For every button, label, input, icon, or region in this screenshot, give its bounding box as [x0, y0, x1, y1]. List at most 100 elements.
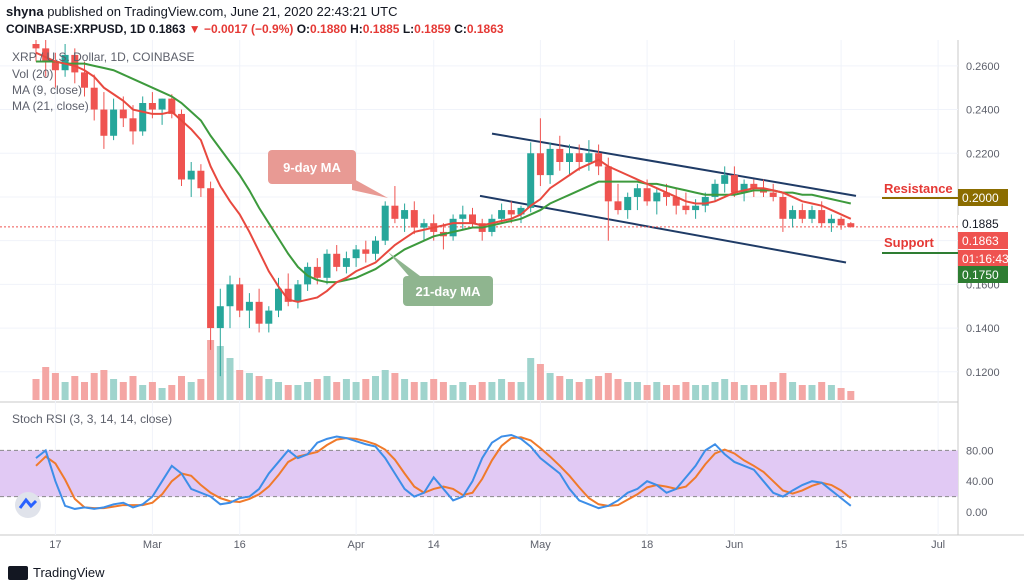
- volume-bar: [789, 382, 797, 400]
- candle-body: [546, 148, 554, 176]
- candle-body: [265, 310, 273, 324]
- legend-ma9: MA (9, close): [12, 83, 82, 97]
- publisher-name[interactable]: shyna: [6, 4, 44, 19]
- last-price-badge: [958, 232, 1008, 249]
- candle-body: [653, 192, 661, 202]
- volume-bar: [614, 379, 622, 400]
- candle-body: [769, 192, 777, 197]
- volume-bar: [372, 376, 379, 400]
- rsi-overbought-oversold-band: [0, 450, 958, 497]
- volume-bar: [672, 385, 680, 400]
- volume-bar: [730, 382, 738, 400]
- volume-bar: [61, 382, 69, 400]
- price-chart[interactable]: 0.26000.24000.22000.20000.18000.16000.14…: [0, 40, 1024, 560]
- volume-bar: [430, 379, 438, 400]
- time-tick-label: May: [530, 539, 551, 551]
- channel-lower-line: [479, 194, 847, 264]
- volume-bar: [158, 388, 166, 400]
- candle-body: [255, 301, 263, 324]
- volume-bar: [168, 385, 176, 400]
- stoch-d-line: [35, 436, 852, 510]
- candle-body: [207, 188, 215, 329]
- volume-bar: [701, 385, 709, 400]
- close-label: C:: [454, 22, 467, 36]
- ma9-annotation-text: 9-day MA: [283, 160, 341, 175]
- volume-bar: [148, 382, 156, 400]
- candle-body: [808, 210, 816, 219]
- candle-body: [381, 205, 389, 241]
- ma21-annotation-text: 21-day MA: [415, 284, 481, 299]
- volume-bar: [32, 379, 40, 400]
- volume-bar: [226, 358, 234, 400]
- tradingview-logo[interactable]: TradingView: [8, 565, 105, 580]
- price-pane[interactable]: [0, 40, 958, 402]
- volume-bar: [595, 376, 603, 400]
- volume-bar: [81, 382, 88, 400]
- candle-body: [32, 44, 40, 49]
- volume-bar: [769, 382, 777, 400]
- time-axis[interactable]: 17 Mar 16 Apr 14 May 18 Jun 15 Jul: [49, 539, 945, 551]
- volume-bar: [507, 382, 515, 400]
- volume-bar: [663, 385, 670, 400]
- volume-bar: [818, 382, 826, 400]
- candle-body: [81, 72, 88, 88]
- open-value: 0.1880: [310, 22, 347, 36]
- last-price-badge-text: 0.1863: [962, 234, 999, 248]
- volume-bar: [391, 373, 399, 400]
- volume-bar: [517, 382, 525, 400]
- volume-bar: [255, 376, 263, 400]
- candle-body: [740, 183, 748, 193]
- price-axis[interactable]: 0.26000.24000.22000.20000.18000.16000.14…: [966, 61, 1000, 519]
- resistance-label: Resistance: [884, 181, 953, 196]
- volume-bar: [381, 370, 389, 400]
- candle-body: [197, 170, 205, 189]
- volume-bar: [71, 376, 79, 400]
- candle-body: [129, 118, 137, 132]
- time-tick-label: Mar: [143, 539, 162, 551]
- open-label: O:: [296, 22, 311, 36]
- volume-bar: [575, 382, 583, 400]
- candle-body: [692, 205, 700, 211]
- candle-body: [275, 288, 282, 311]
- volume-bar: [313, 379, 321, 400]
- ma21-line: [36, 60, 852, 284]
- candle-body: [168, 98, 176, 114]
- volume-bar: [90, 373, 98, 400]
- volume-bar: [401, 379, 409, 400]
- high-label: H:: [350, 22, 363, 36]
- volume-bar: [711, 382, 719, 400]
- time-tick-label: 15: [835, 539, 847, 551]
- high-badge-text: 0.1885: [962, 217, 999, 231]
- last-price-label: 0.1863: [148, 22, 186, 36]
- ma9-line: [35, 51, 852, 303]
- tradingview-brand: TradingView: [33, 565, 105, 580]
- price-tick-label: 0.2400: [966, 105, 1000, 117]
- candle-body: [372, 240, 379, 254]
- price-tick-label: 0.1400: [966, 323, 1000, 335]
- candle-body: [575, 153, 583, 162]
- volume-bar: [692, 385, 700, 400]
- legend-volume: Vol (20): [12, 67, 53, 81]
- volume-bar: [362, 379, 370, 400]
- volume-bar: [643, 385, 651, 400]
- time-tick-label: Jul: [931, 539, 945, 551]
- published-text: published on TradingView.com, June 21, 2…: [43, 4, 398, 19]
- volume-bar: [197, 379, 205, 400]
- candle-body: [401, 210, 409, 219]
- volume-bar: [420, 382, 428, 400]
- candle-body: [536, 153, 544, 176]
- candle-body: [342, 258, 350, 267]
- candle-body: [721, 175, 729, 184]
- candle-body: [391, 205, 399, 219]
- candle-body: [216, 306, 224, 329]
- candle-body: [51, 61, 59, 71]
- candle-body: [410, 210, 418, 228]
- candle-body: [827, 218, 835, 224]
- rsi-tick-label: 80.00: [966, 445, 994, 457]
- volume-bar: [129, 376, 137, 400]
- candle-body: [158, 98, 166, 110]
- tradingview-logo-icon: [8, 565, 28, 580]
- support-badge: [958, 266, 1008, 283]
- annotation-ma21: 21-day MA: [388, 252, 493, 306]
- volume-bar: [604, 373, 612, 400]
